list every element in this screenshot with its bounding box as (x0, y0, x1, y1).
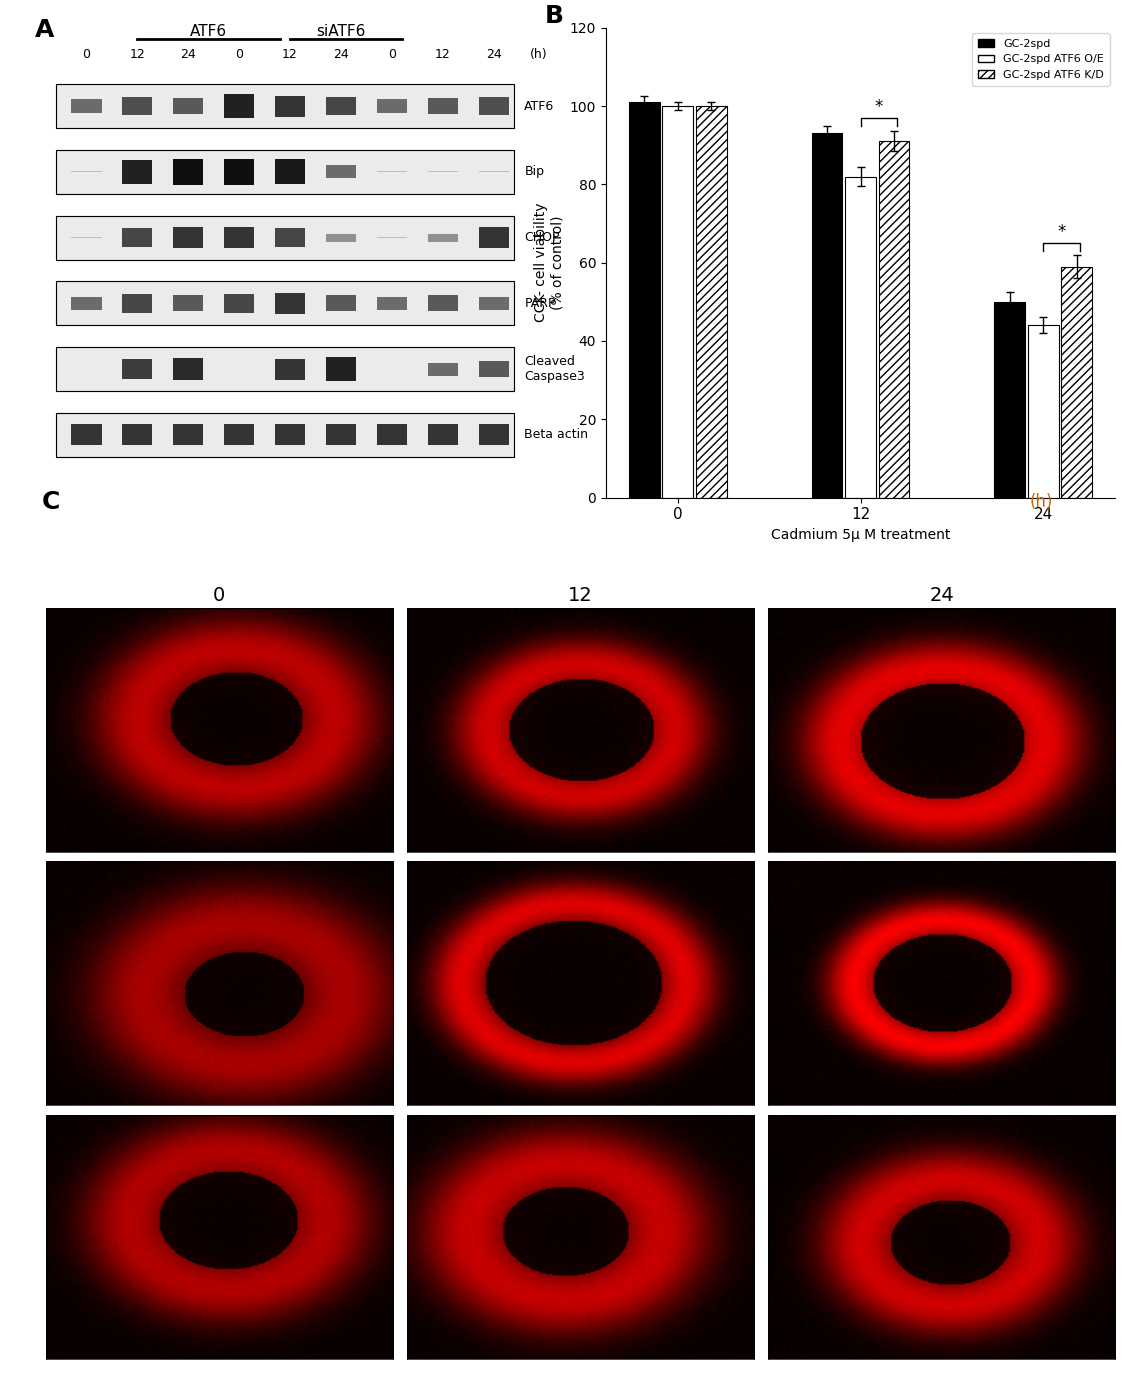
Bar (274, 229, 305, 247)
Bar (428, 362, 459, 376)
Bar (274, 96, 305, 117)
Bar (71, 297, 101, 309)
Bar (224, 227, 255, 248)
Bar (879, 141, 909, 498)
Text: Beta actin: Beta actin (525, 429, 588, 441)
Bar (811, 133, 842, 498)
Bar (122, 97, 152, 115)
Text: C: C (42, 490, 60, 515)
Bar (173, 295, 204, 311)
Text: 0: 0 (236, 47, 244, 61)
Bar (478, 424, 509, 445)
Text: *: * (1057, 223, 1065, 241)
Text: (h): (h) (1030, 494, 1054, 510)
Bar (428, 424, 459, 445)
Polygon shape (56, 215, 514, 259)
Bar (173, 227, 204, 248)
Bar (428, 233, 459, 241)
Text: 0: 0 (82, 47, 90, 61)
Title: 12: 12 (568, 585, 593, 605)
Bar (478, 227, 509, 248)
Bar (325, 358, 356, 381)
Polygon shape (56, 150, 514, 194)
Bar (478, 97, 509, 115)
Text: Bip: Bip (525, 165, 544, 179)
Text: A: A (35, 18, 55, 43)
Bar (122, 359, 152, 379)
Bar (173, 98, 204, 114)
Bar (629, 103, 660, 498)
Bar (173, 358, 204, 380)
Bar (274, 424, 305, 445)
Bar (122, 229, 152, 247)
Bar (71, 100, 101, 112)
Polygon shape (56, 85, 514, 128)
Bar (995, 302, 1025, 498)
Bar (1062, 266, 1092, 498)
Text: 12: 12 (282, 47, 298, 61)
Bar (428, 98, 459, 114)
Bar (122, 294, 152, 312)
Bar (224, 94, 255, 118)
Bar (325, 165, 356, 179)
Bar (325, 233, 356, 241)
Text: ATF6: ATF6 (525, 100, 554, 112)
Bar (1028, 326, 1058, 498)
Bar (274, 293, 305, 313)
Y-axis label: CCK- cell viability
(% of control): CCK- cell viability (% of control) (534, 203, 564, 322)
Bar (478, 361, 509, 377)
Bar (122, 160, 152, 183)
Text: 24: 24 (180, 47, 196, 61)
Bar (224, 424, 255, 445)
Bar (696, 105, 727, 498)
Polygon shape (56, 347, 514, 391)
Text: siATF6: siATF6 (316, 25, 365, 39)
Bar (71, 424, 101, 445)
Bar (377, 424, 407, 445)
Text: Cleaved
Caspase3: Cleaved Caspase3 (525, 355, 585, 383)
Bar (325, 424, 356, 445)
Bar (274, 160, 305, 184)
Text: *: * (875, 98, 883, 117)
Text: CHOP: CHOP (525, 232, 560, 244)
Bar (173, 158, 204, 184)
Title: 0: 0 (213, 585, 225, 605)
Bar (325, 97, 356, 115)
Text: PARP: PARP (525, 297, 555, 309)
Bar (377, 100, 407, 112)
Text: (h): (h) (529, 47, 547, 61)
Text: ATF6: ATF6 (190, 25, 228, 39)
Bar (325, 295, 356, 311)
Title: 24: 24 (930, 585, 954, 605)
Bar (478, 297, 509, 309)
Bar (428, 295, 459, 311)
X-axis label: Cadmium 5μ M treatment: Cadmium 5μ M treatment (770, 528, 950, 542)
Bar (173, 424, 204, 445)
Text: 24: 24 (486, 47, 502, 61)
Bar (122, 424, 152, 445)
Bar (224, 158, 255, 184)
Polygon shape (56, 282, 514, 326)
Text: B: B (545, 4, 563, 28)
Text: 12: 12 (130, 47, 145, 61)
Text: 12: 12 (435, 47, 451, 61)
Bar (377, 297, 407, 309)
Bar (846, 176, 876, 498)
Bar (224, 294, 255, 312)
Text: 24: 24 (333, 47, 349, 61)
Polygon shape (56, 413, 514, 456)
Bar (662, 105, 693, 498)
Bar (274, 359, 305, 380)
Legend: GC-2spd, GC-2spd ATF6 O/E, GC-2spd ATF6 K/D: GC-2spd, GC-2spd ATF6 O/E, GC-2spd ATF6 … (972, 33, 1110, 86)
Text: 0: 0 (388, 47, 396, 61)
